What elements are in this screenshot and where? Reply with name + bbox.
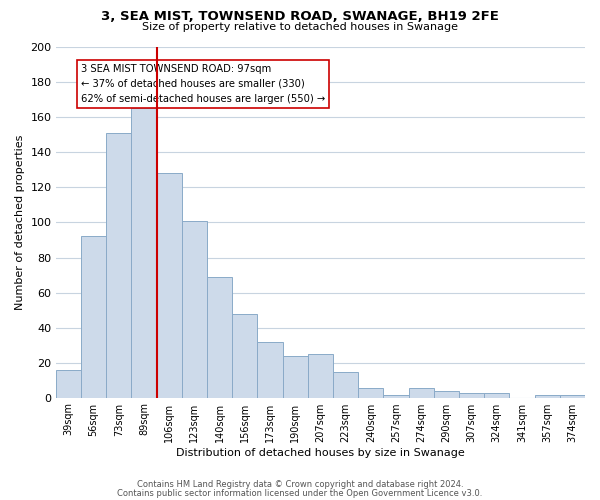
Bar: [283, 356, 308, 399]
Bar: [459, 393, 484, 398]
Bar: [308, 354, 333, 399]
Text: Contains public sector information licensed under the Open Government Licence v3: Contains public sector information licen…: [118, 488, 482, 498]
Bar: [409, 388, 434, 398]
Y-axis label: Number of detached properties: Number of detached properties: [15, 134, 25, 310]
Text: 3, SEA MIST, TOWNSEND ROAD, SWANAGE, BH19 2FE: 3, SEA MIST, TOWNSEND ROAD, SWANAGE, BH1…: [101, 10, 499, 23]
Bar: [484, 393, 509, 398]
Text: Size of property relative to detached houses in Swanage: Size of property relative to detached ho…: [142, 22, 458, 32]
Bar: [56, 370, 81, 398]
Bar: [207, 277, 232, 398]
Bar: [81, 236, 106, 398]
Bar: [182, 220, 207, 398]
Bar: [106, 132, 131, 398]
Bar: [131, 108, 157, 399]
X-axis label: Distribution of detached houses by size in Swanage: Distribution of detached houses by size …: [176, 448, 465, 458]
Bar: [257, 342, 283, 398]
Text: Contains HM Land Registry data © Crown copyright and database right 2024.: Contains HM Land Registry data © Crown c…: [137, 480, 463, 489]
Bar: [434, 391, 459, 398]
Text: 3 SEA MIST TOWNSEND ROAD: 97sqm
← 37% of detached houses are smaller (330)
62% o: 3 SEA MIST TOWNSEND ROAD: 97sqm ← 37% of…: [81, 64, 325, 104]
Bar: [333, 372, 358, 398]
Bar: [157, 173, 182, 398]
Bar: [383, 395, 409, 398]
Bar: [232, 314, 257, 398]
Bar: [358, 388, 383, 398]
Bar: [535, 395, 560, 398]
Bar: [560, 395, 585, 398]
